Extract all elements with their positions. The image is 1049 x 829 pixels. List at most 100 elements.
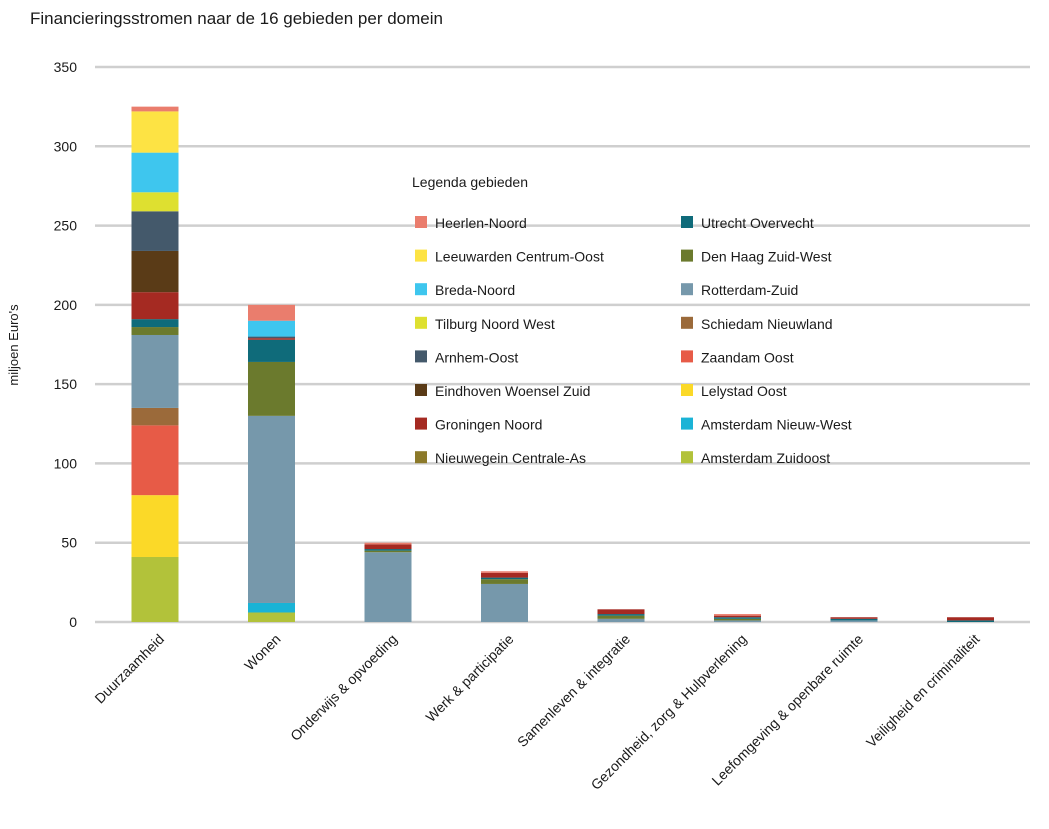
legend: Legenda gebieden Heerlen-Noord Leeuwarden…	[412, 174, 852, 466]
legend-label: Arnhem-Oost	[435, 349, 518, 365]
x-tick-label: Veiligheid en criminaliteit	[863, 631, 983, 751]
bar-segment	[131, 556, 179, 622]
legend-label: Lelystad Oost	[701, 383, 787, 399]
chart-title: Financieringsstromen naar de 16 gebieden…	[30, 9, 443, 28]
bar-segment	[714, 618, 761, 621]
bar-segment	[481, 577, 528, 580]
legend-label: Amsterdam Zuidoost	[701, 450, 830, 466]
bar-segment	[481, 571, 528, 573]
x-tick-label: Wonen	[241, 631, 284, 674]
bar-segment	[131, 334, 179, 408]
bar-segment	[481, 572, 528, 578]
bar-segment	[131, 106, 179, 112]
bar-segment	[947, 617, 994, 621]
bar-segment	[248, 336, 295, 339]
bar-segment	[131, 111, 179, 153]
x-tick-label: Onderwijs & opvoeding	[287, 631, 400, 744]
legend-swatch	[681, 350, 693, 363]
bar-segment	[597, 609, 645, 615]
x-tick-label: Werk & participatie	[422, 631, 516, 725]
bar-segment	[131, 327, 179, 335]
bar-segment	[364, 552, 412, 622]
bar-segment	[597, 618, 645, 622]
bar-segment	[131, 292, 179, 320]
bar-segment	[481, 579, 528, 584]
bar-segment	[830, 618, 878, 621]
legend-swatch	[415, 350, 427, 363]
y-tick-label: 100	[54, 455, 78, 471]
legend-swatch	[415, 451, 427, 464]
bar-segment	[364, 550, 412, 553]
bar-segment	[830, 617, 878, 619]
bars	[131, 106, 994, 622]
bar-segment	[131, 152, 179, 193]
legend-label: Rotterdam-Zuid	[701, 282, 798, 298]
bar-segment	[131, 425, 179, 496]
legend-label: Leeuwarden Centrum-Oost	[435, 249, 604, 265]
bar-segment	[364, 549, 412, 551]
legend-swatch	[681, 316, 693, 329]
x-tick-label: Samenleven & integratie	[514, 631, 633, 750]
bar-segment	[364, 544, 412, 550]
bar-segment	[131, 495, 179, 557]
y-axis-ticks: 0 50 100 150 200 250 300 350	[54, 59, 78, 630]
legend-swatch	[415, 384, 427, 396]
legend-label: Heerlen-Noord	[435, 215, 527, 231]
bar-segment	[714, 615, 761, 618]
legend-label: Breda-Noord	[435, 282, 515, 298]
bar-segment	[597, 614, 645, 616]
bar-segment	[131, 192, 179, 212]
y-axis-label: miljoen Euro's	[6, 304, 21, 386]
legend-swatch	[415, 283, 427, 296]
legend-label: Zaandam Oost	[701, 349, 794, 365]
bar-segment	[248, 320, 295, 337]
legend-label: Den Haag Zuid-West	[701, 249, 832, 265]
bar-segment	[131, 250, 179, 293]
legend-label: Utrecht Overvecht	[701, 215, 814, 231]
bar-segment	[248, 361, 295, 416]
bar-segment	[131, 319, 179, 328]
bar-segment	[248, 415, 295, 603]
legend-swatch	[681, 283, 693, 296]
x-axis-ticks: Duurzaamheid Wonen Onderwijs & opvoeding We…	[91, 631, 982, 793]
bar-segment	[248, 338, 295, 340]
bar-segment	[248, 339, 295, 362]
bar-segment	[947, 620, 994, 622]
bar-segment	[248, 304, 295, 321]
legend-swatch	[415, 249, 427, 262]
legend-label: Amsterdam Nieuw-West	[701, 417, 852, 433]
legend-label: Tilburg Noord West	[435, 316, 555, 332]
y-tick-label: 200	[54, 297, 78, 313]
bar-segment	[248, 602, 295, 613]
legend-swatch	[681, 451, 693, 464]
legend-label: Nieuwegein Centrale-As	[435, 450, 586, 466]
bar-segment	[131, 211, 179, 251]
legend-swatch	[415, 417, 427, 430]
bar-segment	[830, 620, 878, 622]
legend-swatch	[681, 249, 693, 262]
bar-segment	[714, 620, 761, 622]
legend-swatch	[681, 384, 693, 396]
bar-segment	[364, 542, 412, 545]
bar-segment	[597, 615, 645, 619]
y-tick-label: 150	[54, 376, 78, 392]
legend-label: Schiedam Nieuwland	[701, 316, 833, 332]
y-tick-label: 300	[54, 138, 78, 154]
bar-segment	[131, 407, 179, 426]
legend-label: Eindhoven Woensel Zuid	[435, 383, 590, 399]
bar-segment	[481, 583, 528, 622]
legend-swatch	[415, 316, 427, 329]
legend-label: Groningen Noord	[435, 417, 542, 433]
bar-segment	[248, 612, 295, 622]
y-tick-label: 0	[69, 614, 77, 630]
y-tick-label: 50	[61, 535, 77, 551]
y-tick-label: 250	[54, 218, 78, 234]
gridlines	[95, 65, 1030, 624]
x-tick-label: Duurzaamheid	[91, 631, 167, 707]
bar-segment	[714, 617, 761, 619]
bar-segment	[714, 614, 761, 616]
legend-swatch	[681, 417, 693, 430]
legend-swatch	[415, 216, 427, 228]
